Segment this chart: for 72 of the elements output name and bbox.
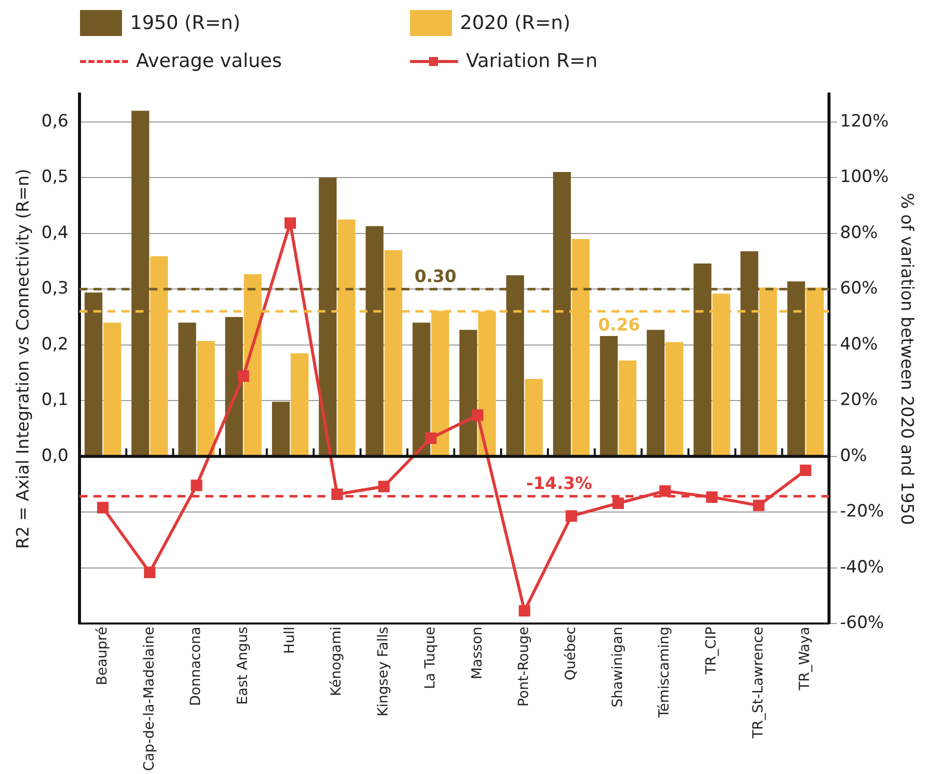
x-tick-label: Québec <box>562 626 579 680</box>
bar <box>600 336 618 456</box>
x-tick-label: Kénogami <box>328 626 345 696</box>
bar <box>618 360 636 456</box>
x-tick-label: Masson <box>469 626 486 680</box>
x-tick-label: Shawinigan <box>610 626 626 708</box>
point <box>706 491 718 503</box>
point <box>97 502 109 514</box>
point <box>566 510 578 522</box>
y-tick-label: 0,3 <box>41 278 68 299</box>
y-tick-label: 0,6 <box>41 111 68 132</box>
y-tick-label: 0,1 <box>41 390 68 410</box>
y2-tick-label: -20% <box>840 502 884 522</box>
y-tick-label: 0,5 <box>41 167 68 188</box>
x-tick-label: Donnacona <box>188 626 204 706</box>
point <box>425 432 437 444</box>
point <box>238 370 250 382</box>
x-tick-label: Beaupré <box>94 626 110 686</box>
y2-tick-label: -40% <box>840 557 884 578</box>
x-tick-label: Hull <box>282 626 298 654</box>
bar <box>524 378 543 456</box>
x-tick-label: Pont-Rouge <box>516 626 532 707</box>
y-tick-label: 0,4 <box>41 222 68 243</box>
y-tick-label: 0,0 <box>41 446 68 466</box>
bar <box>178 322 196 456</box>
y2-tick-label: 40% <box>840 334 878 354</box>
y2-tick-label: 20% <box>840 390 878 410</box>
bar <box>272 402 290 456</box>
point <box>659 485 671 497</box>
text: Average values <box>136 50 282 72</box>
bar <box>290 353 309 456</box>
x-tick-label: TR_St-Lawrence <box>750 626 766 740</box>
y2-axis-title: % of variation between 2020 and 1950 <box>896 192 916 525</box>
y-tick-label: 0,2 <box>41 334 68 354</box>
point <box>378 480 390 492</box>
bar <box>103 322 122 456</box>
ref-line-label: 0.26 <box>598 315 640 336</box>
bar <box>412 322 430 456</box>
x-tick-label: Cap-de-la-Madelaine <box>141 626 158 772</box>
bar <box>646 330 665 456</box>
y2-tick-label: 60% <box>840 278 878 299</box>
bar <box>84 292 102 456</box>
ref-line-label: -14.3% <box>526 474 592 494</box>
point <box>284 217 296 229</box>
ref-line-label: 0.30 <box>414 267 457 288</box>
y2-tick-label: 80% <box>840 222 878 243</box>
bar <box>197 340 215 456</box>
point <box>518 605 530 617</box>
x-tick-label: TR_Waya <box>797 626 814 692</box>
x-tick-label: TR_CIP <box>704 626 720 676</box>
point <box>331 488 343 500</box>
point <box>472 409 484 421</box>
point <box>612 497 624 509</box>
legend-label: Variation R=n <box>466 50 598 72</box>
point <box>190 480 202 492</box>
y-axis-title: R2 = Axial Integration vs Connectivity (R=n) <box>14 168 34 549</box>
x-tick-label: La Tuque <box>422 626 438 690</box>
legend-label: 2020 (R=n) <box>460 12 570 34</box>
bar <box>225 317 243 456</box>
point <box>752 500 764 512</box>
x-tick-label: Témiscaming <box>656 626 673 719</box>
y2-tick-label: 120% <box>840 111 889 132</box>
x-tick-label: Kingsey Falls <box>376 626 392 717</box>
legend-label: 1950 (R=n) <box>130 12 240 34</box>
y2-tick-label: 0% <box>840 446 867 466</box>
bar <box>459 330 478 456</box>
point <box>800 464 812 476</box>
bar <box>666 342 684 456</box>
y2-tick-label: 100% <box>840 167 889 188</box>
x-tick-label: East Angus <box>235 626 252 705</box>
point <box>144 566 156 578</box>
y2-tick-label: -60% <box>840 613 884 634</box>
